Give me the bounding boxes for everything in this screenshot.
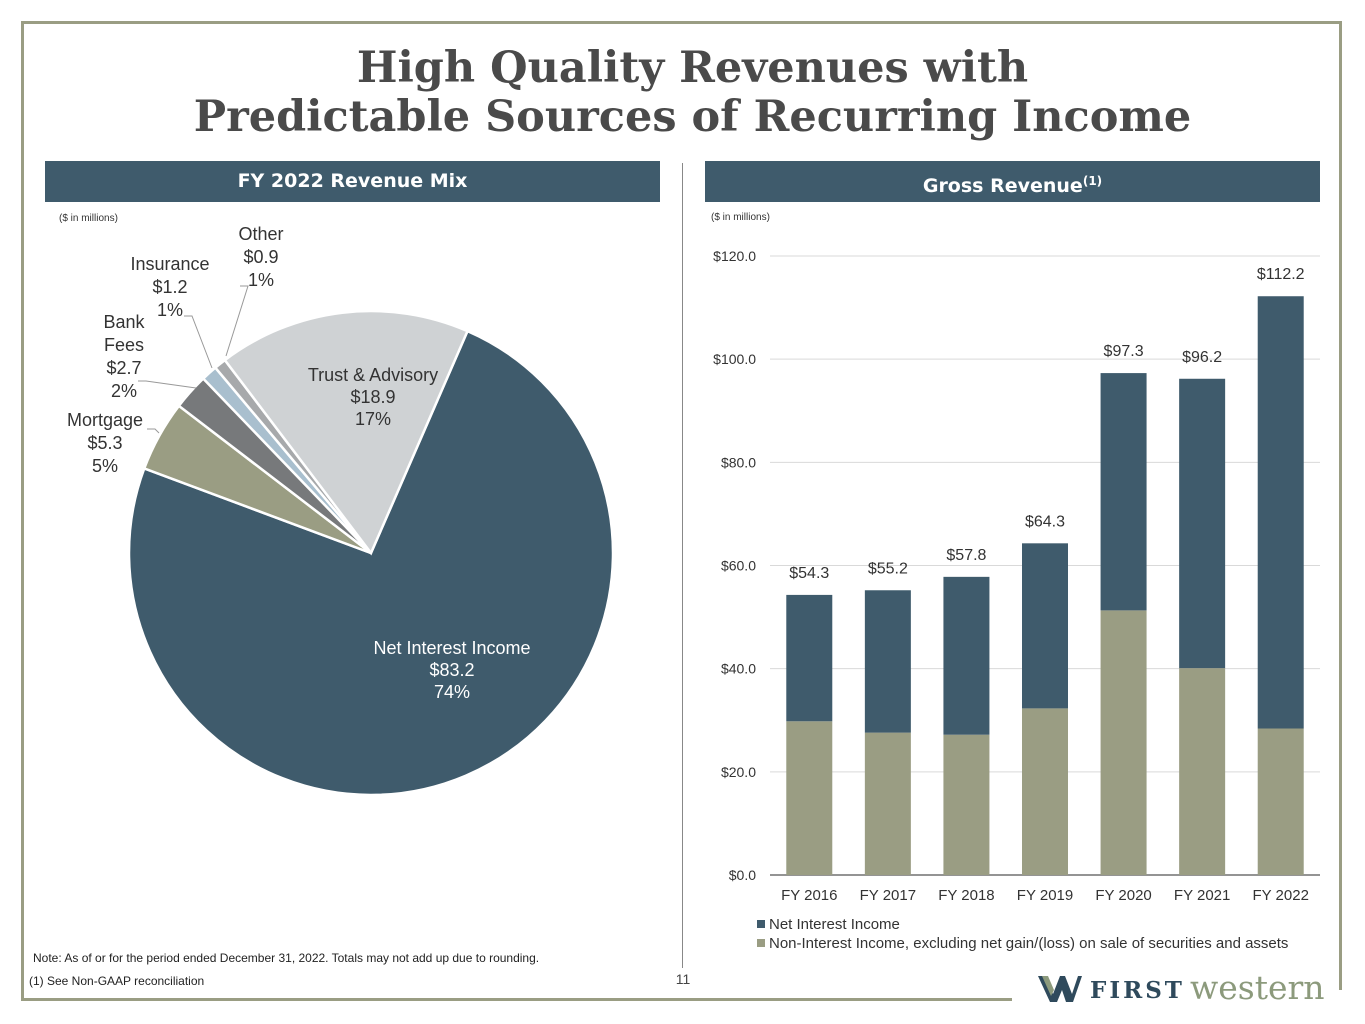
- pie-label-line: Trust & Advisory: [308, 365, 438, 385]
- legend-swatch: [757, 939, 765, 947]
- panel-divider: [682, 163, 683, 968]
- unit-label-right: ($ in millions): [711, 212, 770, 223]
- bar-non-interest-income: [864, 732, 911, 875]
- title-line-1: High Quality Revenues with: [356, 43, 1029, 93]
- pie-label-line: Mortgage: [67, 410, 143, 430]
- x-tick-label: FY 2019: [1017, 887, 1073, 904]
- pie-label-line: Other: [238, 224, 283, 244]
- x-tick-label: FY 2020: [1095, 887, 1151, 904]
- legend-label: Non-Interest Income, excluding net gain/…: [769, 935, 1288, 952]
- revenue-mix-header-label: FY 2022 Revenue Mix: [237, 170, 468, 192]
- x-tick-label: FY 2017: [860, 887, 916, 904]
- bar-net-interest-income: [1100, 373, 1147, 611]
- slide-frame: [21, 21, 1342, 1001]
- y-tick-label: $120.0: [713, 248, 756, 264]
- pie-label-line: 5%: [92, 456, 118, 476]
- pie-leader-other: [225, 285, 249, 357]
- pie-label-line: $0.9: [243, 247, 278, 267]
- logo-western: western: [1190, 968, 1325, 1007]
- pie-label-line: 2%: [111, 381, 137, 401]
- pie-label-line: $2.7: [106, 358, 141, 378]
- y-tick-label: $40.0: [721, 661, 756, 677]
- logo-first: FIRST: [1090, 977, 1185, 1004]
- y-tick-label: $80.0: [721, 454, 756, 470]
- pie-label-line: 74%: [434, 682, 470, 702]
- bar-net-interest-income: [1257, 296, 1304, 729]
- bar-non-interest-income: [786, 721, 833, 875]
- pie-slice-nii: [127, 329, 615, 797]
- x-tick-label: FY 2021: [1174, 887, 1230, 904]
- pie-label-line: 17%: [355, 409, 391, 429]
- bar-non-interest-income: [1022, 708, 1068, 875]
- bar-total-label: $54.3: [789, 565, 829, 582]
- pie-label-trust: Trust & Advisory $18.9 17%: [308, 365, 438, 429]
- x-tick-label: FY 2018: [938, 887, 994, 904]
- y-tick-label: $0.0: [729, 867, 756, 883]
- pie-label-line: Insurance: [130, 254, 209, 274]
- bar-non-interest-income: [1257, 728, 1304, 875]
- pie-label-insurance: Insurance $1.2 1%: [130, 254, 209, 320]
- gross-revenue-header: Gross Revenue(1): [705, 161, 1320, 202]
- legend-swatch: [757, 920, 765, 928]
- footnote-text: (1) See Non-GAAP reconciliation: [29, 974, 205, 988]
- pie-slice-trust: [223, 309, 470, 556]
- gross-revenue-header-label: Gross Revenue: [922, 175, 1083, 197]
- unit-label-left: ($ in millions): [59, 213, 118, 224]
- y-tick-label: $20.0: [721, 764, 756, 780]
- bar-net-interest-income: [1022, 543, 1068, 709]
- gross-revenue-bar-chart: $0.0 $20.0 $40.0 $60.0 $80.0 $100.0 $120.0 $54.…: [713, 248, 1320, 952]
- bar-net-interest-income: [943, 576, 990, 735]
- bar-non-interest-income: [943, 734, 990, 875]
- bar-net-interest-income: [1179, 378, 1226, 669]
- pie-leader-bank-fees: [138, 380, 197, 389]
- logo-mark-icon: [1038, 976, 1082, 1002]
- frame-gap: [1012, 990, 1352, 1010]
- bar-total-label: $57.8: [946, 547, 986, 564]
- pie-label-line: Net Interest Income: [373, 638, 530, 658]
- x-tick-label: FY 2022: [1252, 887, 1308, 904]
- pie-label-line: $18.9: [350, 387, 395, 407]
- pie-label-nii: Net Interest Income $83.2 74%: [373, 638, 530, 702]
- bar-total-label: $112.2: [1257, 266, 1305, 283]
- pie-leader-insurance: [184, 315, 213, 369]
- slide-title: High Quality Revenues with Predictable S…: [0, 44, 1365, 142]
- page-number: 11: [675, 971, 691, 987]
- pie-label-line: $83.2: [429, 660, 474, 680]
- y-tick-label: $60.0: [721, 558, 756, 574]
- pie-label-mortgage: Mortgage $5.3 5%: [67, 410, 143, 476]
- pie-label-line: 1%: [157, 300, 183, 320]
- x-tick-label: FY 2016: [781, 887, 837, 904]
- pie-label-line: $1.2: [152, 277, 187, 297]
- title-line-2: Predictable Sources of Recurring Income: [193, 92, 1192, 142]
- pie-label-other: Other $0.9 1%: [238, 224, 283, 290]
- pie-label-bank-fees: Bank Fees $2.7 2%: [103, 312, 145, 401]
- bar-total-label: $96.2: [1182, 349, 1222, 366]
- bar-non-interest-income: [1179, 668, 1226, 875]
- pie-label-line: $5.3: [87, 433, 122, 453]
- bar-total-label: $64.3: [1025, 513, 1065, 530]
- pie-label-line: 1%: [248, 270, 274, 290]
- pie-leader-mortgage: [147, 428, 160, 434]
- y-tick-label: $100.0: [713, 351, 756, 367]
- bar-net-interest-income: [864, 590, 911, 733]
- bar-net-interest-income: [786, 594, 833, 722]
- note-text: Note: As of or for the period ended Dece…: [33, 951, 540, 965]
- pie-label-line: Fees: [104, 335, 144, 355]
- revenue-mix-header: FY 2022 Revenue Mix: [45, 161, 660, 202]
- gross-revenue-header-footnote: (1): [1082, 174, 1103, 188]
- bar-total-label: $55.2: [868, 560, 908, 577]
- legend-label: Net Interest Income: [769, 916, 900, 933]
- pie-label-line: Bank: [103, 312, 145, 332]
- revenue-mix-pie-chart: Net Interest Income $83.2 74% Mortgage $5.3 5…: [67, 224, 615, 797]
- bar-non-interest-income: [1100, 610, 1147, 875]
- bar-total-label: $97.3: [1104, 343, 1144, 360]
